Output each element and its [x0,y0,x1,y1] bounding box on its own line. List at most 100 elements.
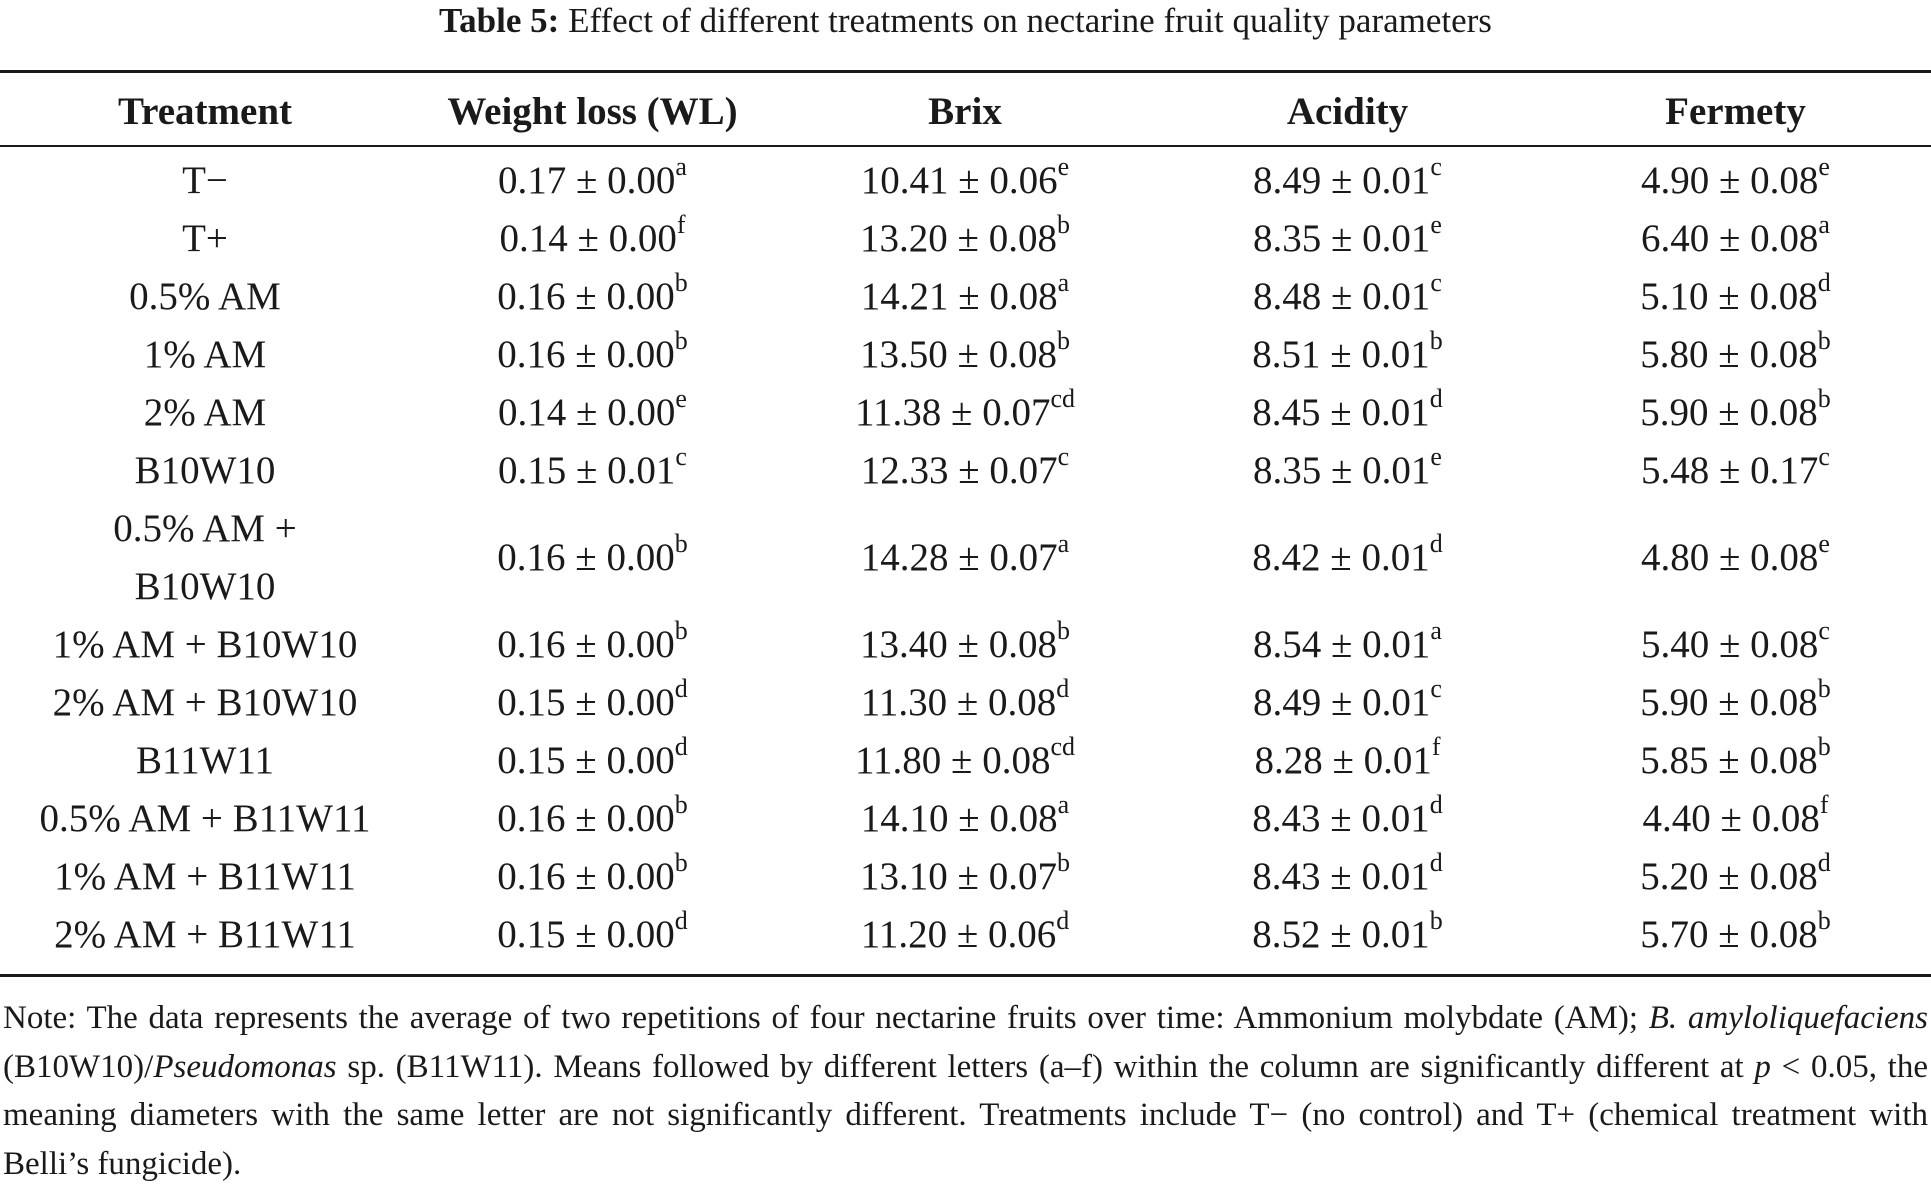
wl-significance-letter: b [674,616,688,645]
fermety-value: 4.80 ± 0.08 [1641,536,1819,579]
brix-value: 13.10 ± 0.07 [860,855,1057,898]
acidity-value: 8.42 ± 0.01 [1252,536,1430,579]
fermety-significance-letter: b [1817,906,1831,935]
brix-cell: 12.33 ± 0.07c [775,442,1155,500]
acidity-cell: 8.54 ± 0.01a [1155,616,1540,674]
fermety-value: 5.10 ± 0.08 [1640,275,1818,318]
wl-value: 0.17 ± 0.00 [498,159,676,202]
brix-significance-letter: b [1056,326,1070,355]
treatment-cell: B10W10 [134,449,276,492]
acidity-value: 8.43 ± 0.01 [1252,797,1430,840]
wl-cell: 0.17 ± 0.00a [410,146,775,210]
table-row: 0.5% AM 0.16 ± 0.00b 14.21 ± 0.08a 8.48 ± 0… [0,268,1931,326]
column-header: Fermety [1665,89,1806,133]
acidity-cell: 8.35 ± 0.01e [1155,210,1540,268]
acidity-value: 8.35 ± 0.01 [1253,449,1431,492]
wl-value: 0.16 ± 0.00 [497,536,675,579]
treatment-cell: T− [182,159,228,202]
treatment-cell: 2% AM + B11W11 [54,913,356,956]
acidity-value: 8.49 ± 0.01 [1253,159,1431,202]
header-rule [0,145,1931,147]
wl-significance-letter: a [675,152,687,181]
fermety-value: 5.40 ± 0.08 [1641,623,1819,666]
wl-cell: 0.15 ± 0.00d [410,674,775,732]
acidity-cell: 8.49 ± 0.01c [1155,146,1540,210]
wl-cell: 0.16 ± 0.00b [410,268,775,326]
wl-significance-letter: b [674,529,688,558]
fermety-significance-letter: b [1817,326,1831,355]
top-rule [0,70,1931,73]
acidity-cell: 8.43 ± 0.01d [1155,790,1540,848]
table-row: 1% AM 0.16 ± 0.00b 13.50 ± 0.08b 8.51 ± 0.0… [0,326,1931,384]
acidity-significance-letter: d [1429,529,1443,558]
treatment-cell: T+ [182,217,228,260]
brix-significance-letter: c [1057,442,1070,471]
note-text: (B10W10)/ [3,1048,154,1085]
brix-cell: 13.50 ± 0.08b [775,326,1155,384]
brix-value: 11.80 ± 0.08 [854,739,1051,782]
note-p-symbol: p [1754,1048,1771,1085]
wl-value: 0.16 ± 0.00 [497,623,675,666]
acidity-value: 8.52 ± 0.01 [1252,913,1430,956]
table-row: T− 0.17 ± 0.00a 10.41 ± 0.06e 8.49 ± 0.01c 4… [0,146,1931,210]
table-row: 2% AM + B10W10 0.15 ± 0.00d 11.30 ± 0.08d 8… [0,674,1931,732]
wl-cell: 0.14 ± 0.00f [410,210,775,268]
table-row: 0.5% AM + B11W11 0.16 ± 0.00b 14.10 ± 0.08… [0,790,1931,848]
fermety-value: 5.70 ± 0.08 [1640,913,1818,956]
table-body: T− 0.17 ± 0.00a 10.41 ± 0.06e 8.49 ± 0.01c 4… [0,146,1931,964]
brix-cell: 11.38 ± 0.07cd [775,384,1155,442]
treatment-cell: 2% AM [143,391,267,434]
fermety-significance-letter: e [1818,152,1830,181]
wl-value: 0.16 ± 0.00 [497,333,675,376]
acidity-significance-letter: d [1429,848,1443,877]
acidity-value: 8.48 ± 0.01 [1253,275,1431,318]
fermety-value: 5.85 ± 0.08 [1640,739,1818,782]
column-header: Treatment [118,89,292,133]
wl-cell: 0.16 ± 0.00b [410,848,775,906]
acidity-cell: 8.42 ± 0.01d [1155,500,1540,616]
acidity-cell: 8.51 ± 0.01b [1155,326,1540,384]
brix-significance-letter: d [1056,674,1070,703]
fermety-cell: 4.80 ± 0.08e [1540,500,1931,616]
fermety-cell: 4.40 ± 0.08f [1540,790,1931,848]
treatment-cell: 1% AM [143,333,267,376]
caption-label: Table 5: [439,1,560,40]
wl-significance-letter: b [674,790,688,819]
brix-value: 13.20 ± 0.08 [860,217,1057,260]
wl-value: 0.15 ± 0.01 [498,449,676,492]
acidity-significance-letter: d [1429,384,1443,413]
fermety-significance-letter: a [1818,210,1830,239]
note-species-2: Pseudomonas [153,1048,337,1085]
wl-significance-letter: d [674,732,688,761]
column-header: Brix [928,89,1002,133]
fermety-cell: 5.80 ± 0.08b [1540,326,1931,384]
acidity-significance-letter: f [1431,732,1441,761]
note-species-1: B. amyloliquefaciens [1648,1000,1929,1036]
acidity-cell: 8.52 ± 0.01b [1155,906,1540,964]
fermety-cell: 5.40 ± 0.08c [1540,616,1931,674]
fermety-cell: 5.20 ± 0.08d [1540,848,1931,906]
fermety-value: 4.40 ± 0.08 [1642,797,1820,840]
treatment-cell: 1% AM + B10W10 [52,623,358,666]
brix-significance-letter: a [1057,529,1070,558]
acidity-significance-letter: c [1430,152,1442,181]
acidity-significance-letter: c [1430,674,1442,703]
acidity-significance-letter: e [1430,210,1442,239]
brix-value: 13.50 ± 0.08 [860,333,1057,376]
wl-significance-letter: d [674,906,688,935]
brix-value: 10.41 ± 0.06 [860,159,1058,202]
wl-cell: 0.16 ± 0.00b [410,616,775,674]
wl-value: 0.14 ± 0.00 [499,217,677,260]
column-header: Acidity [1286,89,1409,133]
wl-cell: 0.16 ± 0.00b [410,790,775,848]
wl-value: 0.16 ± 0.00 [497,797,675,840]
acidity-value: 8.28 ± 0.01 [1254,739,1432,782]
fermety-significance-letter: d [1817,848,1831,877]
note-text: sp. (B11W11). Means followed by differen… [336,1048,1755,1085]
treatment-cell: B11W11 [136,739,274,782]
acidity-cell: 8.48 ± 0.01c [1155,268,1540,326]
fermety-cell: 5.90 ± 0.08b [1540,384,1931,442]
wl-significance-letter: f [676,210,686,239]
brix-significance-letter: b [1056,848,1070,877]
note-text: < 0.05, the meaning diameters with the s… [3,1048,1928,1182]
